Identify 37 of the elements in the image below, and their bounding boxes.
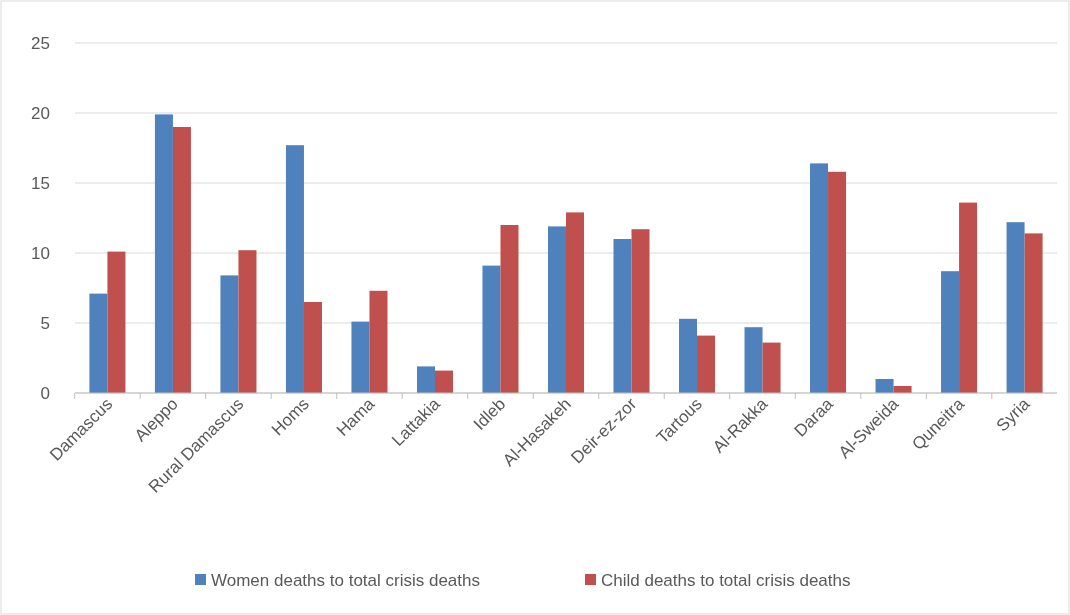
bar <box>107 251 126 393</box>
legend-label: Child deaths to total crisis deaths <box>601 570 851 590</box>
bar <box>369 290 388 393</box>
y-tick-label: 10 <box>31 243 50 263</box>
bar <box>285 145 304 393</box>
bar <box>566 212 585 393</box>
y-tick-label: 15 <box>31 173 50 193</box>
bar <box>172 127 191 393</box>
bar <box>434 370 453 393</box>
bar <box>828 171 847 393</box>
bar <box>1006 222 1025 393</box>
bar <box>482 265 501 393</box>
bar <box>238 250 257 393</box>
bar <box>89 293 108 393</box>
bar <box>416 366 435 393</box>
y-tick-label: 5 <box>40 313 50 333</box>
bar <box>613 239 632 393</box>
bar <box>631 229 650 393</box>
bar <box>500 225 519 393</box>
bar <box>959 202 978 393</box>
bar <box>220 275 239 393</box>
bar <box>547 226 566 393</box>
bar <box>697 335 716 393</box>
y-tick-label: 25 <box>31 33 50 53</box>
legend-label: Women deaths to total crisis deaths <box>211 570 480 590</box>
bar <box>303 302 322 393</box>
bar <box>679 318 698 393</box>
y-tick-label: 20 <box>31 103 50 123</box>
y-tick-label: 0 <box>40 383 50 403</box>
bar <box>744 327 763 393</box>
bar <box>351 321 370 393</box>
bar <box>810 163 829 393</box>
bar <box>762 342 781 393</box>
bar <box>875 379 894 393</box>
bar <box>1024 233 1043 393</box>
bar <box>941 271 960 393</box>
bar <box>154 114 173 393</box>
